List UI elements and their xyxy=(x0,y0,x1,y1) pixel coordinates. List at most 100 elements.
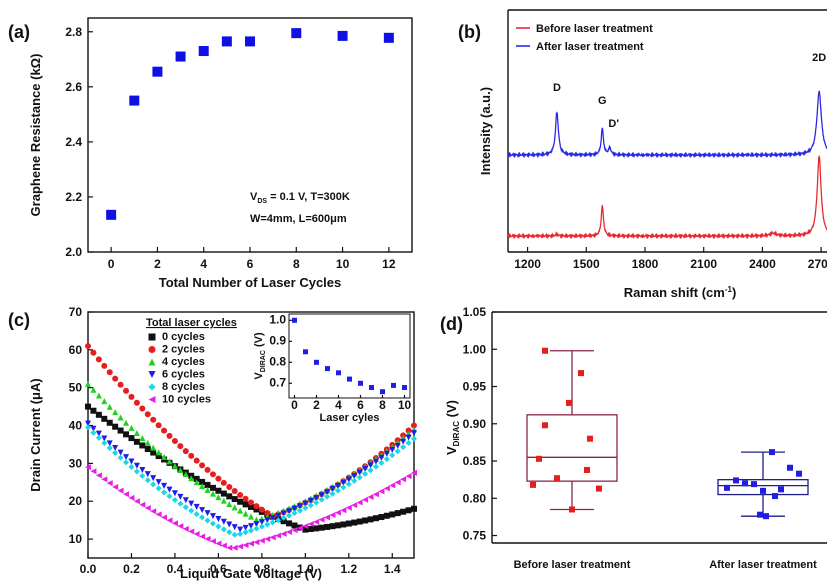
panel-c-data-point xyxy=(296,503,303,510)
panel-c-data-point xyxy=(95,411,102,418)
panel-c-data-point xyxy=(269,519,276,526)
panel-c-data-point xyxy=(324,489,331,496)
panel-c-data-point xyxy=(112,445,119,452)
panel-c-data-point xyxy=(106,480,113,487)
panel-c-data-point xyxy=(253,525,260,532)
panel-c-legend-marker xyxy=(148,396,156,403)
panel-c-data-point xyxy=(291,510,298,517)
panel-c-data-point xyxy=(253,539,260,546)
panel-a-ytick-label: 2.2 xyxy=(65,190,82,204)
panel-c-inset-ylabel-rest: (V) xyxy=(253,332,265,350)
panel-c-data-point xyxy=(139,434,146,441)
panel-d-point xyxy=(763,513,769,520)
panel-c-data-point xyxy=(204,510,211,517)
panel-d-point xyxy=(569,506,575,513)
panel-c-data-point xyxy=(209,471,216,478)
panel-c-xlabel: Liquid Gate Voltage (V) xyxy=(180,566,322,581)
panel-c-data-point xyxy=(90,468,97,475)
panel-d-point xyxy=(530,481,536,488)
panel-c-data-point xyxy=(199,533,206,540)
panel-c-legend-label: 0 cycles xyxy=(162,331,205,343)
panel-c-data-point xyxy=(237,507,244,514)
panel-d-point xyxy=(566,399,572,406)
panel-c-data-point xyxy=(286,529,293,536)
panel-a-ytick-label: 2.4 xyxy=(65,135,82,149)
panel-c-data-point xyxy=(231,496,238,503)
panel-c-data-point xyxy=(144,446,151,453)
panel-c-data-point xyxy=(177,443,184,450)
panel-c-data-point xyxy=(204,517,211,524)
panel-c-ytick-label: 40 xyxy=(69,419,83,433)
panel-c-data-point xyxy=(155,453,162,460)
panel-c-data-point xyxy=(307,502,314,509)
panel-c-data-point xyxy=(193,531,200,538)
panel-c-data-point xyxy=(112,409,119,416)
panel-c-data-point xyxy=(182,471,189,478)
panel-c-data-point xyxy=(166,493,173,500)
panel-b-peak-label-D: D xyxy=(553,82,561,94)
panel-c-data-point xyxy=(139,405,146,412)
panel-c-data-point xyxy=(193,475,200,482)
panel-c-data-point xyxy=(123,459,130,466)
panel-c-data-point xyxy=(171,490,178,497)
panel-d-box xyxy=(526,414,618,482)
panel-c-data-point xyxy=(188,475,195,482)
panel-c-data-point xyxy=(209,538,216,545)
panel-a-point xyxy=(245,36,255,47)
panel-c-data-point xyxy=(389,452,396,459)
panel-c-data-point xyxy=(139,442,146,449)
panel-c-inset-ytick-label: 1.0 xyxy=(269,312,286,326)
panel-c-ytick-label: 60 xyxy=(69,343,83,357)
panel-c-legend-marker xyxy=(148,371,156,378)
panel-c-data-point xyxy=(372,463,379,470)
panel-c-data-point xyxy=(411,430,417,437)
panel-d-ytick-label: 1.05 xyxy=(463,305,487,319)
panel-c-data-point xyxy=(280,530,287,537)
panel-c-data-point xyxy=(85,424,91,431)
panel-c-data-point xyxy=(394,448,401,455)
panel-c-data-point xyxy=(280,514,287,521)
panel-c-data-point xyxy=(351,473,358,480)
panel-a-xtick-label: 12 xyxy=(382,257,396,271)
panel-c-data-point xyxy=(188,528,195,535)
panel-c-data-point xyxy=(101,440,108,447)
panel-c-data-point xyxy=(226,529,233,536)
panel-c-data-point xyxy=(85,464,91,471)
panel-c-data-point xyxy=(231,488,238,495)
panel-b-xtick-label: 2400 xyxy=(749,257,776,271)
panel-c-data-point xyxy=(362,470,369,477)
panel-c-data-point xyxy=(199,483,206,490)
panel-c-inset-ylabel-main: V xyxy=(253,372,265,380)
panel-a-xtick-label: 4 xyxy=(200,257,207,271)
panel-c-data-point xyxy=(155,449,162,456)
panel-c-data-point xyxy=(123,454,130,461)
panel-c-data-point xyxy=(101,415,108,422)
panel-c-data-point xyxy=(85,403,91,410)
panel-c-data-point xyxy=(275,517,282,524)
panel-c-data-point xyxy=(329,486,336,493)
panel-c-data-point xyxy=(302,526,309,533)
panel-c-data-point xyxy=(231,524,238,531)
panel-c-data-point xyxy=(95,356,102,363)
panel-c-legend-marker xyxy=(148,383,156,391)
panel-c-data-point xyxy=(133,468,140,475)
panel-c-ytick-label: 50 xyxy=(69,381,83,395)
panel-c-data-point xyxy=(166,517,173,524)
panel-a-point xyxy=(129,95,140,106)
panel-c-data-point xyxy=(128,463,135,470)
panel-c-data-point xyxy=(405,473,412,480)
panel-d-point xyxy=(769,449,775,456)
panel-c-data-point xyxy=(215,494,222,501)
panel-d-point xyxy=(542,347,548,354)
panel-c-data-point xyxy=(90,386,97,393)
panel-b-peak-label-Dprime: D' xyxy=(608,118,619,130)
panel-d-point xyxy=(778,486,784,493)
panel-c-data-point xyxy=(128,458,135,465)
panel-d-point xyxy=(760,487,766,494)
panel-c-data-point xyxy=(150,475,157,482)
panel-c-data-point xyxy=(209,520,216,527)
panel-c-data-point xyxy=(345,481,352,488)
panel-c-data-point xyxy=(220,490,227,497)
panel-c-data-point xyxy=(383,512,390,519)
panel-c-data-point xyxy=(340,479,347,486)
